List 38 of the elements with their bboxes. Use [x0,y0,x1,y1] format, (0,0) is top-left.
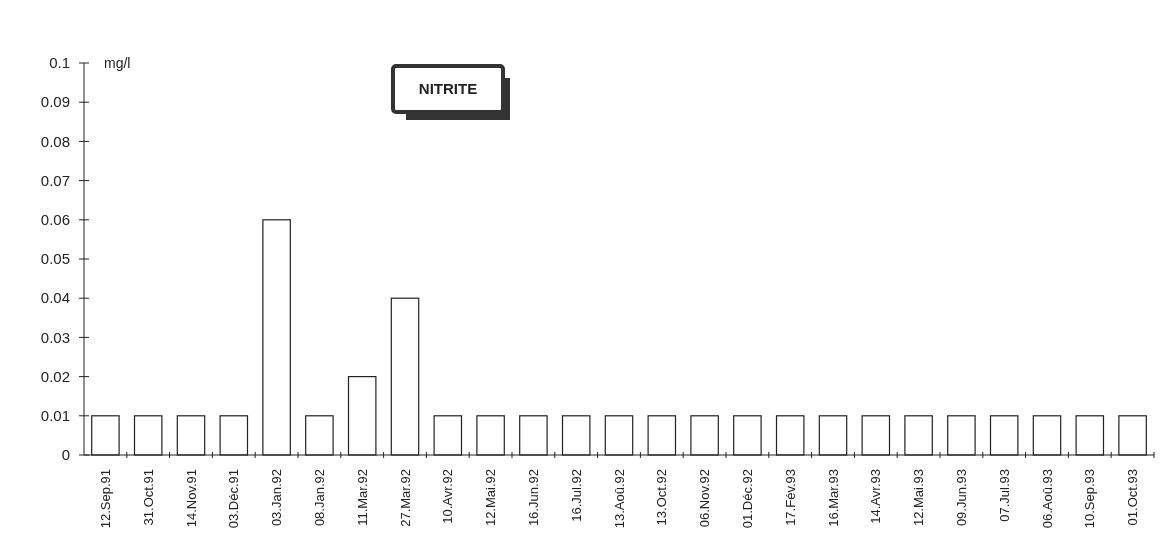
x-tick-label: 16.Jul.92 [568,469,584,522]
x-tick-label: 31.Oct.91 [140,469,156,526]
y-tick-label: 0.09 [40,93,70,111]
y-tick-label: 0.04 [40,289,70,307]
y-tick-label: 0.06 [40,211,70,229]
y-axis-title: mg/l [104,54,131,71]
x-tick-label: 27.Mar.92 [397,469,413,527]
x-tick-label: 10.Sep.93 [1082,469,1098,529]
x-tick-label: 03.Déc.91 [226,469,242,529]
y-tick-label: 0.1 [49,54,70,72]
x-tick-label: 07.Jul.93 [996,469,1012,522]
y-tick-label: 0 [61,446,70,464]
y-tick-label: 0.07 [40,171,70,189]
x-tick-label: 12.Sep.91 [97,469,113,529]
x-tick-label: 13.Oct.92 [654,469,670,526]
x-tick-label: 17.Fév.93 [782,469,798,526]
x-tick-label: 13.Aoû.92 [611,469,627,529]
x-tick-label: 16.Jun.92 [525,469,541,527]
x-tick-label: 01.Déc.92 [739,469,755,529]
y-tick-label: 0.08 [40,132,70,150]
x-tick-label: 10.Avr.92 [440,469,456,524]
x-tick-label: 16.Mar.93 [825,469,841,527]
x-tick-label: 08.Jan.92 [311,469,327,527]
x-tick-label: 14.Nov.91 [183,469,199,528]
y-tick-label: 0.01 [40,407,70,425]
x-tick-label: 12.Mai.93 [911,469,927,527]
text: NITRITE [418,80,478,98]
x-tick-label: 11.Mar.92 [354,469,370,526]
x-tick-label: 09.Jun.93 [953,469,969,527]
x-tick-label: 06.Aoû.93 [1039,469,1055,529]
x-tick-label: 06.Nov.92 [697,469,713,528]
x-tick-label: 01.Oct.93 [1125,469,1141,526]
x-tick-label: 03.Jan.92 [269,469,285,527]
y-tick-label: 0.02 [40,367,70,385]
y-tick-label: 0.03 [40,328,70,346]
x-tick-label: 12.Mai.92 [483,469,499,527]
x-tick-label: 14.Avr.93 [868,469,884,524]
y-tick-label: 0.05 [40,250,70,268]
